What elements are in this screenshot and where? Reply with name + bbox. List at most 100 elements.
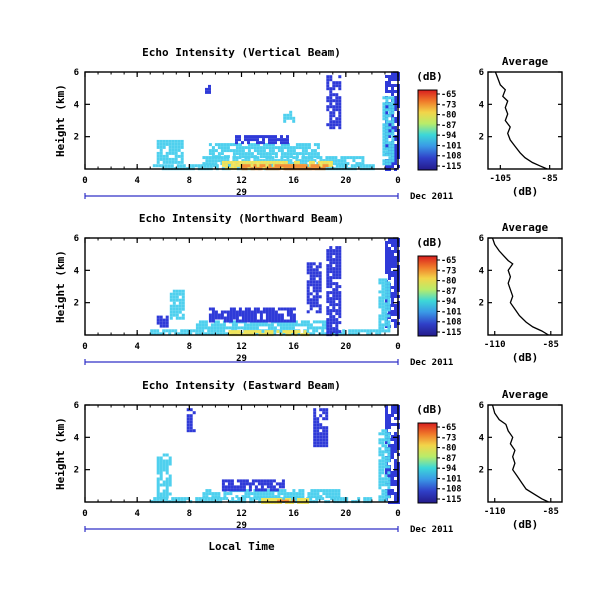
profile-frame <box>487 404 563 503</box>
colorbar-tick-label: -101 <box>441 141 461 151</box>
x-tick-label: 12 <box>236 176 247 186</box>
profile-y-tick-label: 4 <box>479 266 485 276</box>
profile-title: Average <box>502 55 549 68</box>
echo-region <box>378 429 391 502</box>
x-tick-label: 8 <box>187 176 192 186</box>
colorbar <box>417 89 438 171</box>
echo-region <box>306 262 322 314</box>
day-label: 29 <box>236 188 247 198</box>
echo-region <box>313 408 329 448</box>
colorbar-tick-label: -87 <box>441 454 456 464</box>
profile-y-tick-label: 4 <box>479 100 485 110</box>
x-tick-label: 0 <box>395 176 400 186</box>
profile-x-tick-label: -85 <box>542 174 558 184</box>
colorbar-tick-label: -115 <box>441 162 461 172</box>
month-label: Dec 2011 <box>410 358 453 368</box>
echo-region <box>186 408 196 433</box>
colorbar-tick-label: -101 <box>441 474 461 484</box>
echo-region <box>326 246 342 337</box>
y-tick-label: 4 <box>74 266 80 276</box>
y-tick-label: 6 <box>74 234 79 244</box>
profile-y-tick-label: 6 <box>479 401 484 411</box>
y-tick-label: 4 <box>74 433 80 443</box>
colorbar-tick-label: -80 <box>441 444 456 454</box>
colorbar-title: (dB) <box>416 70 443 83</box>
colorbar-tick-label: -115 <box>441 495 461 505</box>
month-label: Dec 2011 <box>410 192 453 202</box>
day-label: 29 <box>236 354 247 364</box>
profile-line <box>491 237 549 336</box>
colorbar-tick-label: -65 <box>441 256 456 266</box>
y-tick-label: 4 <box>74 100 80 110</box>
x-tick-label: 12 <box>236 509 247 519</box>
panel-1: Echo Intensity (Vertical Beam) 0 4 8 12 16 20 0… <box>54 46 563 202</box>
profile-x-tick-label: -85 <box>543 507 559 517</box>
y-axis-label: Height (km) <box>54 417 67 490</box>
y-axis-label: Height (km) <box>54 250 67 323</box>
echo-region <box>283 110 296 123</box>
profile-x-label: (dB) <box>512 351 539 364</box>
colorbar-tick-label: -94 <box>441 131 456 141</box>
echo-region <box>208 307 296 323</box>
profile-y-tick-label: 6 <box>479 68 484 78</box>
colorbar-title: (dB) <box>416 403 443 416</box>
panel-2: Echo Intensity (Northward Beam)0 4 8 12 16 20… <box>54 212 563 368</box>
colorbar-tick-label: -87 <box>441 287 456 297</box>
colorbar-tick-label: -73 <box>441 433 456 443</box>
colorbar-tick-label: -101 <box>441 307 461 317</box>
x-tick-label: 4 <box>134 176 140 186</box>
colorbar-tick-label: -94 <box>441 464 456 474</box>
y-tick-label: 2 <box>74 133 79 143</box>
echo-region <box>205 84 211 94</box>
profile-frame <box>487 71 563 170</box>
y-axis-label: Height (km) <box>54 84 67 157</box>
x-tick-label: 4 <box>134 342 140 352</box>
colorbar-tick-label: -94 <box>441 297 456 307</box>
colorbar <box>417 255 438 337</box>
colorbar-tick-label: -80 <box>441 277 456 287</box>
profile-x-tick-label: -85 <box>543 340 559 350</box>
panel-title: Echo Intensity (Northward Beam) <box>139 212 344 225</box>
colorbar-tick-label: -115 <box>441 328 461 338</box>
profile-x-tick-label: -110 <box>484 340 506 350</box>
x-tick-label: 0 <box>82 176 87 186</box>
panel-title: Echo Intensity (Eastward Beam) <box>142 379 341 392</box>
profile-title: Average <box>502 388 549 401</box>
colorbar-title: (dB) <box>416 236 443 249</box>
x-tick-label: 0 <box>395 509 400 519</box>
colorbar-tick-label: -80 <box>441 111 456 121</box>
x-tick-label: 16 <box>288 342 299 352</box>
colorbar <box>417 422 438 504</box>
echo-region <box>221 479 285 492</box>
panel-3: Echo Intensity (Eastward Beam) 0 4 8 12 16 20 0… <box>54 379 563 553</box>
profile-y-tick-label: 2 <box>479 133 484 143</box>
y-tick-label: 2 <box>74 466 79 476</box>
echo-region <box>156 139 184 164</box>
profile-x-label: (dB) <box>512 518 539 531</box>
x-tick-label: 0 <box>82 509 87 519</box>
panel-title: Echo Intensity (Vertical Beam) <box>142 46 341 59</box>
colorbar-tick-label: -65 <box>441 90 456 100</box>
x-tick-label: 8 <box>187 342 192 352</box>
x-tick-label: 20 <box>340 176 351 186</box>
x-axis-label: Local Time <box>208 540 275 553</box>
profile-line <box>494 71 548 170</box>
echo-region <box>235 135 289 145</box>
y-tick-label: 6 <box>74 68 79 78</box>
profile-x-tick-label: -105 <box>489 174 511 184</box>
profile-y-tick-label: 2 <box>479 299 484 309</box>
profile-title: Average <box>502 221 549 234</box>
profile-y-tick-label: 6 <box>479 234 484 244</box>
echo-region <box>169 289 185 320</box>
x-tick-label: 20 <box>340 342 351 352</box>
x-tick-label: 0 <box>82 342 87 352</box>
colorbar-tick-label: -108 <box>441 318 461 328</box>
echo-region <box>378 278 391 333</box>
echo-region <box>156 453 172 499</box>
x-tick-label: 8 <box>187 509 192 519</box>
profile-line <box>491 404 549 503</box>
echo-region <box>208 143 320 159</box>
echo-region <box>156 315 169 328</box>
colorbar-tick-label: -73 <box>441 100 456 110</box>
